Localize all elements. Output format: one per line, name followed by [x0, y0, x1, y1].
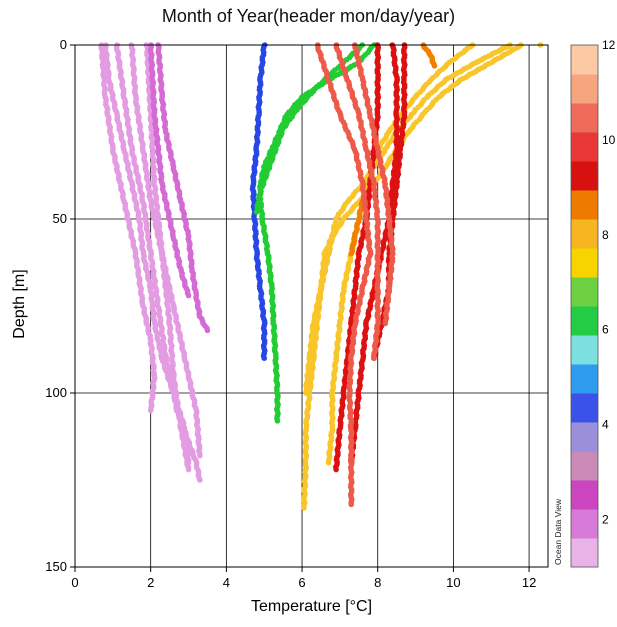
data-point — [303, 390, 309, 396]
profile-series — [420, 42, 438, 69]
colorbar-segment — [571, 538, 598, 568]
colorbar-segment — [571, 219, 598, 249]
chart-title: Month of Year(header mon/day/year) — [161, 6, 456, 26]
y-tick-label: 50 — [53, 211, 67, 226]
colorbar-segment — [571, 161, 598, 191]
x-axis-ticks: 0 2 4 6 8 10 12 — [71, 567, 536, 590]
y-axis-ticks: 0 50 100 150 — [45, 37, 75, 574]
profile-series — [253, 42, 365, 215]
colorbar-segment — [571, 103, 598, 133]
x-axis-label: Temperature [°C] — [250, 598, 373, 615]
y-tick-label: 150 — [45, 559, 67, 574]
profile-series — [113, 42, 203, 483]
colorbar-segment — [571, 190, 598, 220]
grid-lines — [75, 45, 548, 567]
profile-series — [314, 42, 374, 508]
x-tick-label: 8 — [374, 575, 381, 590]
data-point — [185, 466, 192, 473]
profile-series — [98, 42, 158, 414]
colorbar-tick-label: 10 — [602, 133, 616, 147]
colorbar-segment — [571, 248, 598, 278]
colorbar-tick-label: 12 — [602, 38, 616, 52]
colorbar: 2 4 6 8 10 12 — [570, 38, 616, 568]
data-point — [348, 251, 355, 257]
data-point — [204, 327, 211, 334]
profile-series — [333, 42, 382, 362]
data-point — [371, 355, 377, 362]
x-tick-label: 4 — [223, 575, 230, 590]
y-tick-label: 0 — [60, 37, 67, 52]
data-point — [147, 407, 154, 414]
profile-series — [257, 42, 377, 424]
colorbar-top-cap — [571, 45, 598, 74]
data-point — [325, 459, 332, 466]
x-tick-label: 6 — [298, 575, 305, 590]
colorbar-tick-label: 2 — [602, 513, 609, 527]
colorbar-segment — [571, 393, 598, 423]
colorbar-segment — [571, 422, 598, 452]
data-point — [431, 63, 438, 69]
x-tick-label: 10 — [446, 575, 460, 590]
colorbar-tick-label: 6 — [602, 323, 609, 337]
colorbar-segment — [571, 335, 598, 365]
colorbar-segment — [571, 277, 598, 307]
profile-series — [351, 42, 396, 327]
data-point — [333, 466, 339, 473]
colorbar-segment — [571, 74, 598, 104]
colorbar-tick-label: 8 — [602, 228, 609, 242]
data-points — [98, 42, 544, 511]
data-point — [185, 292, 192, 299]
y-tick-label: 100 — [45, 385, 67, 400]
odv-watermark: Ocean Data View — [553, 499, 563, 565]
data-point — [261, 355, 268, 362]
data-point — [382, 320, 389, 327]
data-point — [274, 418, 281, 424]
x-tick-label: 2 — [147, 575, 154, 590]
profile-series — [249, 42, 268, 362]
profile-series — [143, 42, 192, 473]
data-point — [301, 505, 307, 511]
x-tick-label: 12 — [522, 575, 536, 590]
y-axis-label: Depth [m] — [11, 269, 28, 339]
colorbar-frame — [570, 44, 599, 568]
colorbar-segment — [571, 364, 598, 394]
data-point — [197, 452, 203, 459]
x-tick-label: 0 — [71, 575, 78, 590]
colorbar-segment — [571, 480, 598, 510]
profile-series — [155, 42, 211, 334]
data-point — [197, 477, 203, 483]
colorbar-tick-label: 4 — [602, 418, 609, 432]
colorbar-segment — [571, 306, 598, 336]
colorbar-segment — [571, 509, 598, 539]
colorbar-segment — [571, 132, 598, 162]
plot-frame — [74, 44, 549, 568]
data-point — [253, 209, 260, 215]
colorbar-segment — [571, 451, 598, 481]
profile-series — [147, 42, 192, 299]
data-point — [348, 501, 355, 508]
